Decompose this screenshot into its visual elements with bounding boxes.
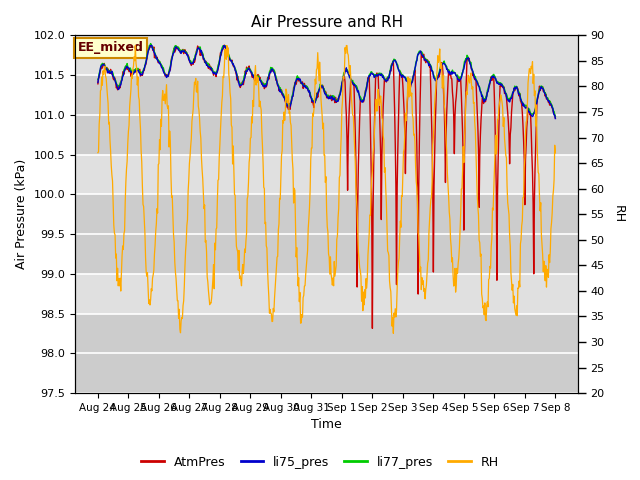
Line: RH: RH	[98, 46, 556, 333]
Text: EE_mixed: EE_mixed	[77, 41, 143, 54]
Y-axis label: Air Pressure (kPa): Air Pressure (kPa)	[15, 159, 28, 269]
Title: Air Pressure and RH: Air Pressure and RH	[251, 15, 403, 30]
Y-axis label: RH: RH	[612, 205, 625, 223]
Bar	[75, 194, 578, 274]
X-axis label: Time: Time	[311, 419, 342, 432]
Legend: AtmPres, li75_pres, li77_pres, RH: AtmPres, li75_pres, li77_pres, RH	[136, 451, 504, 474]
Bar	[75, 75, 578, 155]
Line: AtmPres: AtmPres	[98, 45, 556, 328]
Line: li75_pres: li75_pres	[98, 46, 556, 119]
Bar	[75, 313, 578, 393]
Line: li77_pres: li77_pres	[98, 44, 556, 117]
